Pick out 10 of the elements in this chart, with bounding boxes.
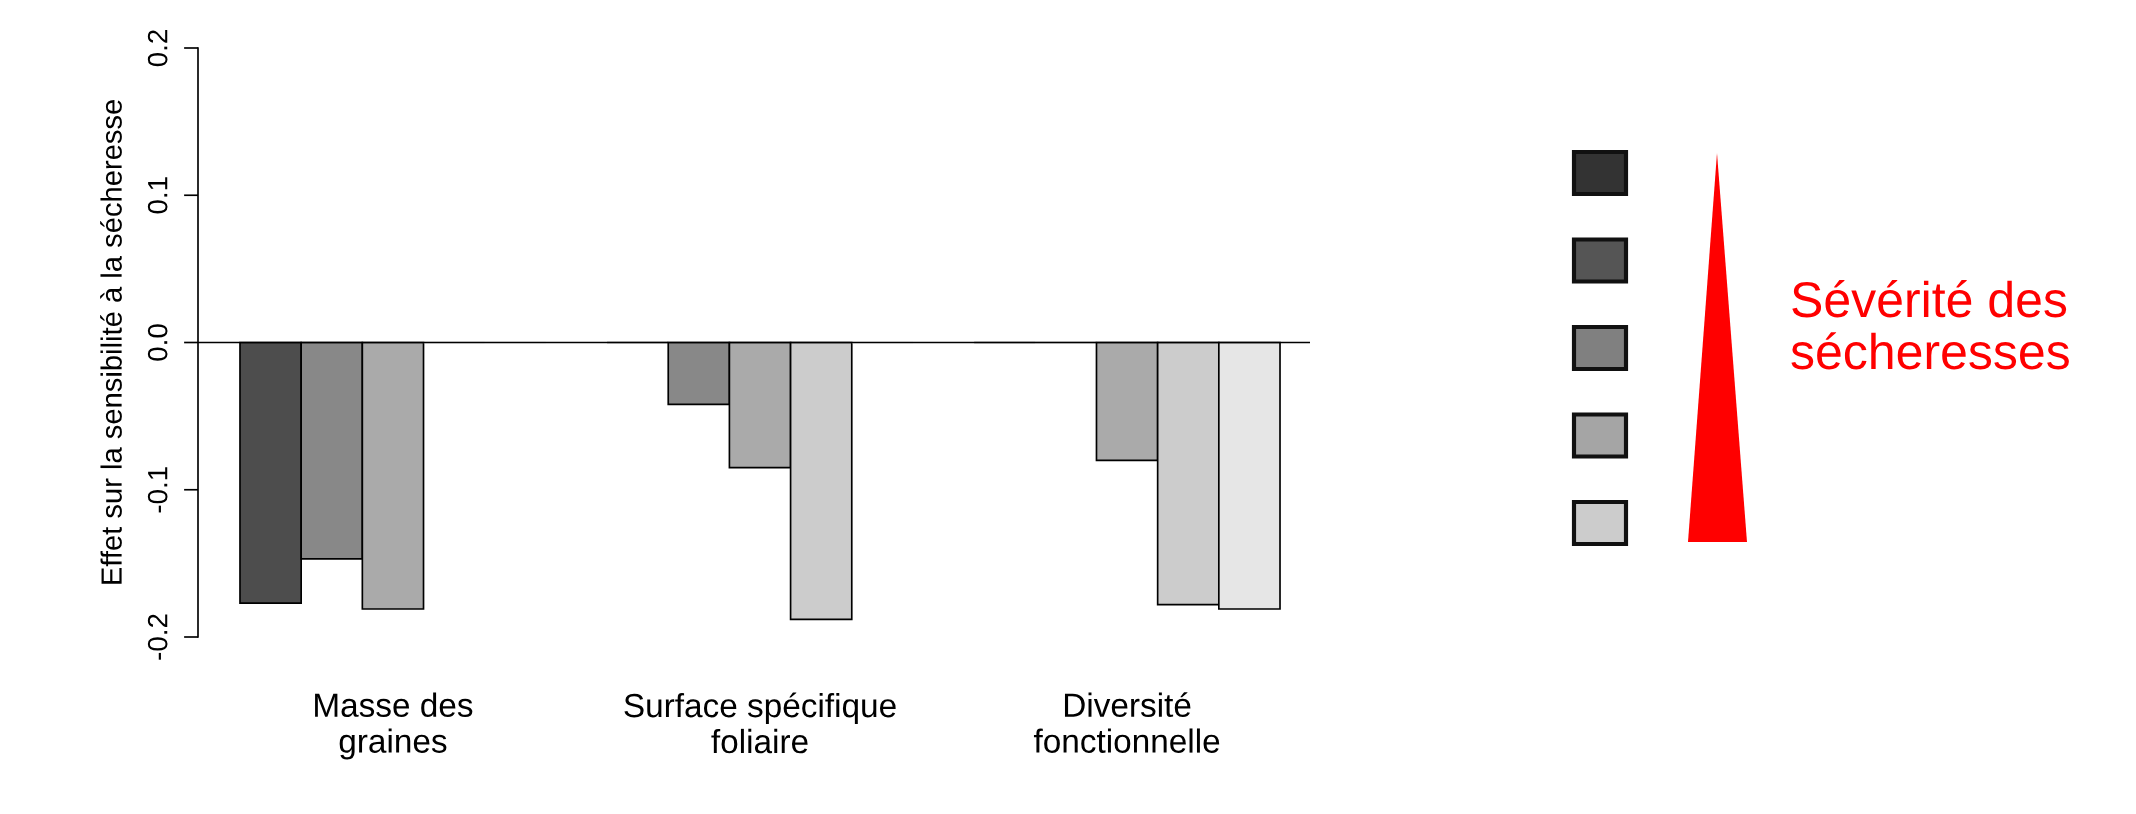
x-tick-label: Masse des graines	[315, 692, 473, 760]
y-axis-title: Effet sur la sensibilité à la sécheresse	[100, 100, 122, 584]
y-tick-label: -0.2	[147, 614, 168, 660]
x-tick-label: Diversité fonctionnelle	[1033, 692, 1220, 753]
y-tick-label: 0.0	[147, 324, 168, 361]
y-tick-label: -0.1	[147, 467, 168, 513]
text: Sévérité des sécheresses	[1791, 280, 2069, 370]
y-tick-label: 0.2	[147, 30, 168, 67]
x-tick-label: Surface spécifique foliaire	[624, 692, 896, 754]
y-tick-label: 0.1	[147, 177, 168, 214]
